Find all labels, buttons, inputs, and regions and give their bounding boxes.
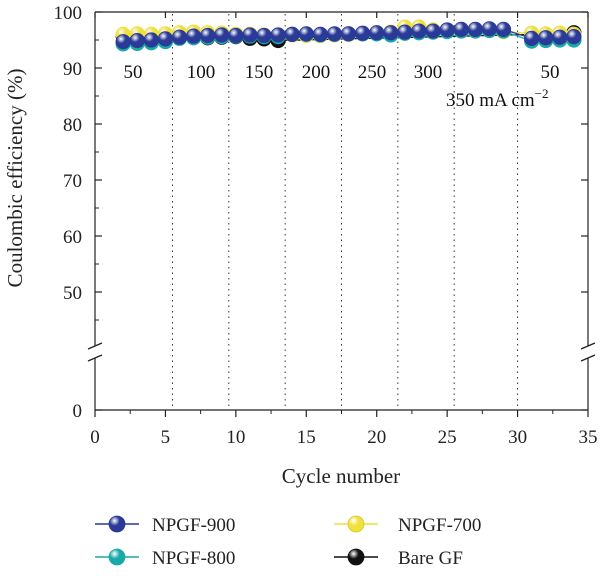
segment-boundaries [171,14,519,409]
data-point [214,27,230,43]
x-tick-label: 5 [161,427,171,448]
legend-label: Bare GF [398,548,463,569]
x-axis-title: Cycle number [282,464,400,488]
data-point [228,27,244,44]
series-npgf-900 [115,21,582,50]
x-tick-label: 0 [90,427,100,448]
data-point [566,29,582,45]
data-point [411,23,427,39]
data-point [298,26,314,42]
data-point [326,26,343,42]
y-tick-label: 90 [63,59,82,80]
axis-break-right [580,342,596,362]
data-point [439,22,455,38]
legend-item: NPGF-800 [95,548,235,569]
data-point [312,26,328,43]
rate-label: 200 [302,62,331,83]
rate-label: 50 [541,62,560,83]
y-axis-title: Coulombic efficiency (%) [3,69,27,288]
legend-label: NPGF-800 [152,548,235,569]
data-point [242,27,258,43]
data-point [538,30,554,46]
series-layer [115,19,582,52]
x-tick-label: 15 [297,427,316,448]
data-point [129,32,145,49]
rate-label: 50 [124,62,143,83]
legend-item: NPGF-700 [334,515,481,536]
y-tick-label: 80 [63,115,82,136]
data-point [369,25,385,41]
data-point [425,23,441,39]
rate-label: 250 [358,62,387,83]
data-point [383,25,399,41]
y-tick-label: 100 [54,3,83,24]
y-tick-label: 70 [63,171,82,192]
data-point [284,26,300,43]
rate-labels: 50 100 150 200 250 300 50 [124,62,560,83]
data-point [552,29,568,45]
legend-marker-bare-gf [347,548,365,566]
data-point [340,26,357,42]
x-ticks: 0 5 10 15 20 25 30 35 [90,12,598,448]
data-point [397,24,413,40]
y-tick-label: 60 [63,227,82,248]
legend-item: NPGF-900 [95,515,235,536]
current-density-label: 350 mA cm−2 [446,86,549,111]
data-point [467,21,483,37]
y-tick-label: 50 [63,283,82,304]
data-point [524,30,540,46]
legend-marker-npgf-900 [108,515,126,533]
x-tick-label: 10 [226,427,245,448]
legend-label: NPGF-900 [152,515,235,536]
x-tick-label: 35 [579,427,598,448]
rate-label: 300 [414,62,443,83]
x-tick-label: 20 [367,427,386,448]
legend-label: NPGF-700 [398,515,481,536]
data-point [115,34,131,50]
data-point [355,25,371,41]
data-point [495,21,512,37]
data-point [481,21,497,37]
y-tick-label: 0 [73,401,83,422]
data-point [143,32,159,48]
axis-break-left [87,342,103,362]
legend: NPGF-900 NPGF-800 NPGF-700 Bare GF [95,515,481,569]
current-density-exponent: −2 [535,86,549,101]
x-tick-label: 30 [508,427,527,448]
y-ticks: 0 50 60 70 80 90 100 [54,3,588,422]
data-point [157,31,174,47]
legend-item: Bare GF [334,548,463,569]
legend-marker-npgf-700 [347,515,365,533]
data-point [256,27,272,44]
data-point [200,27,216,44]
data-point [270,27,286,43]
data-point [186,28,202,44]
current-density-text: 350 mA cm [446,90,535,111]
x-tick-label: 25 [438,427,457,448]
data-point [171,29,188,45]
rate-label: 100 [187,62,216,83]
legend-marker-npgf-800 [108,548,126,566]
data-point [453,21,469,37]
rate-label: 150 [245,62,274,83]
